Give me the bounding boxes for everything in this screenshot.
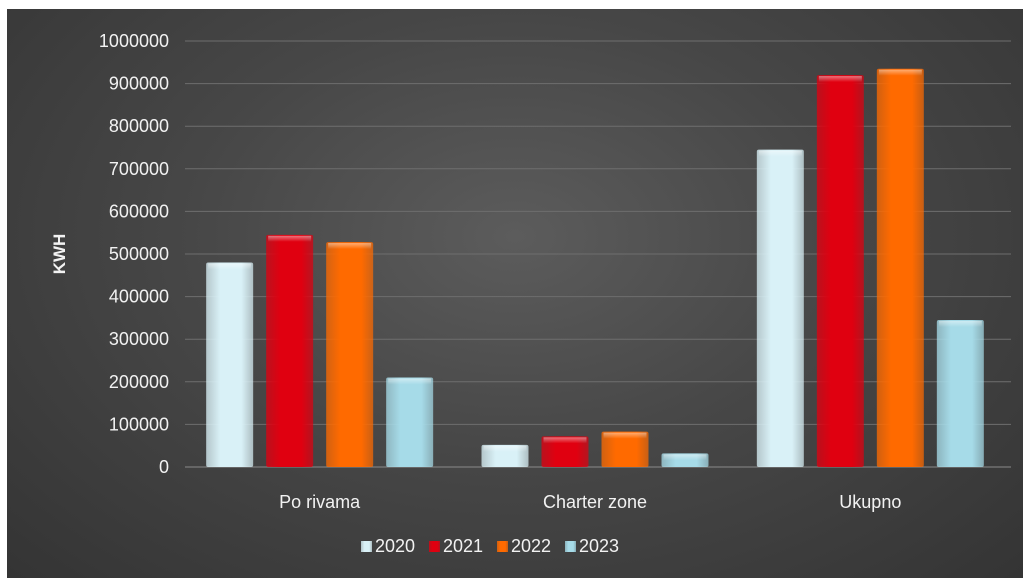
y-tick-label: 100000 [109, 414, 169, 434]
bar-highlight [663, 454, 707, 461]
bar-highlight [388, 378, 432, 385]
gridlines [185, 40, 1011, 468]
y-tick-label: 1000000 [99, 31, 169, 51]
bar-2022-0 [326, 242, 374, 467]
y-tick-label: 0 [159, 457, 169, 477]
y-tick-label: 600000 [109, 201, 169, 221]
y-tick-label: 700000 [109, 159, 169, 179]
bar-2021-2 [816, 75, 864, 467]
legend-swatch-2020 [361, 541, 372, 552]
bar-highlight [818, 76, 862, 83]
bar-highlight [208, 263, 252, 270]
bar-2021-1 [541, 436, 589, 467]
legend-label-2022: 2022 [511, 536, 551, 556]
y-tick-label: 400000 [109, 287, 169, 307]
legend-label-2021: 2021 [443, 536, 483, 556]
bar-2023-2 [936, 320, 984, 467]
y-axis-ticks: 0 100000 200000 300000 400000 500000 600000 700… [99, 31, 169, 477]
x-category-label: Charter zone [543, 492, 647, 512]
bar-2020-2 [756, 149, 804, 467]
bar-highlight [758, 150, 802, 157]
y-axis-title: KWH [50, 234, 69, 275]
bar-highlight [328, 243, 372, 250]
x-axis-categories: Po rivama Charter zone Ukupno [279, 492, 901, 512]
bar-highlight [938, 321, 982, 328]
bar-2020-0 [206, 262, 254, 467]
bars [206, 68, 984, 467]
bar-highlight [603, 432, 647, 439]
bar-2022-2 [876, 68, 924, 467]
bar-highlight [268, 235, 312, 242]
x-category-label: Ukupno [839, 492, 901, 512]
legend-swatch-2022 [497, 541, 508, 552]
y-tick-label: 200000 [109, 372, 169, 392]
y-tick-label: 800000 [109, 116, 169, 136]
y-tick-label: 900000 [109, 74, 169, 94]
legend-swatch-2021 [429, 541, 440, 552]
legend: 2020 2021 2022 2023 [361, 536, 619, 556]
legend-label-2023: 2023 [579, 536, 619, 556]
legend-label-2020: 2020 [375, 536, 415, 556]
bar-highlight [483, 445, 527, 452]
bar-chart: 0 100000 200000 300000 400000 500000 600000 700… [50, 31, 1011, 556]
y-tick-label: 300000 [109, 329, 169, 349]
y-tick-label: 500000 [109, 244, 169, 264]
chart-area: 0 100000 200000 300000 400000 500000 600000 700… [7, 9, 1023, 578]
legend-swatch-2023 [565, 541, 576, 552]
bar-highlight [543, 437, 587, 444]
bar-highlight [878, 69, 922, 76]
bar-2023-0 [386, 377, 434, 467]
x-category-label: Po rivama [279, 492, 361, 512]
bar-2022-1 [601, 431, 649, 467]
bar-2021-0 [266, 234, 314, 467]
